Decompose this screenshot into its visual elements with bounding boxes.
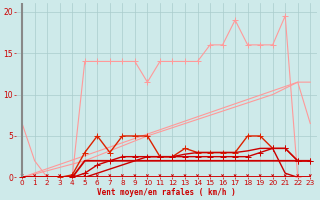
X-axis label: Vent moyen/en rafales ( km/h ): Vent moyen/en rafales ( km/h ) <box>97 188 236 197</box>
